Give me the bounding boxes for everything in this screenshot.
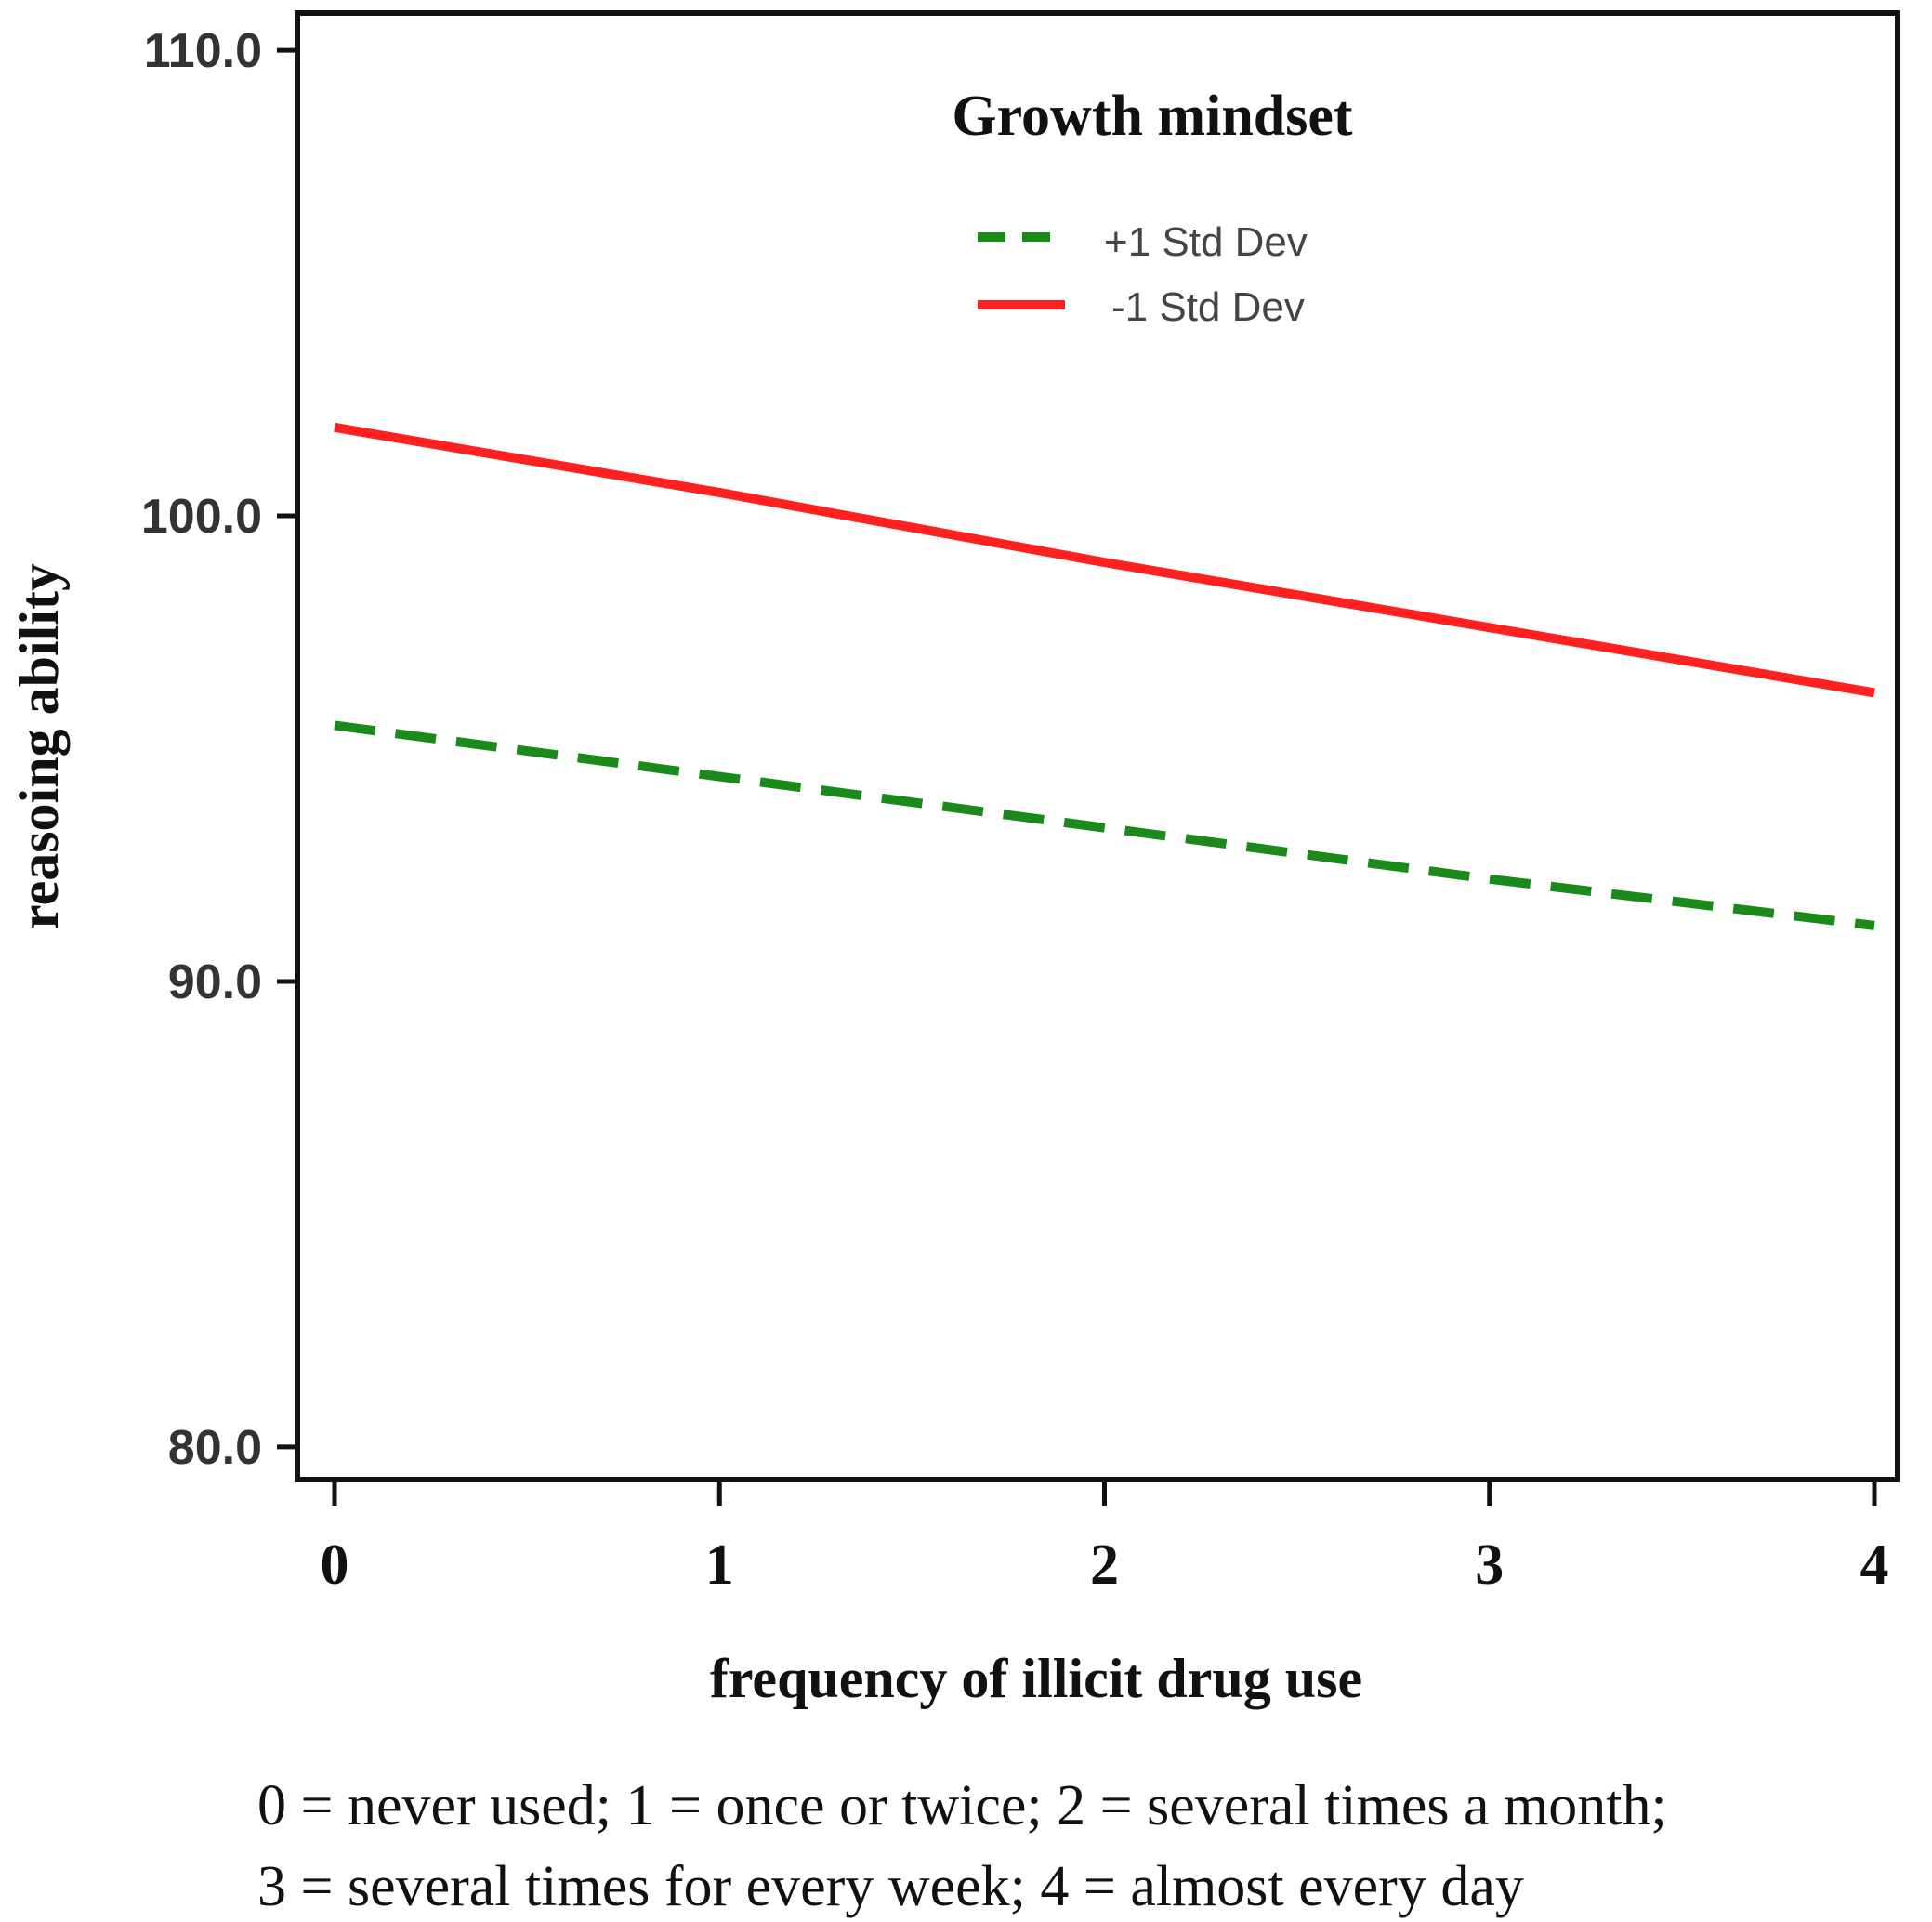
series-line-minus-1-sd [334, 422, 1875, 698]
legend-label-minus-1-sd: -1 Std Dev [1111, 284, 1305, 330]
y-tick-label: 80.0 [168, 1421, 262, 1475]
note-line-1: 0 = never used; 1 = once or twice; 2 = s… [257, 1774, 1667, 1837]
y-tick-label: 110.0 [144, 24, 262, 78]
x-tick-label: 3 [1475, 1534, 1504, 1597]
legend-label-plus-1-sd: +1 Std Dev [1104, 219, 1308, 265]
x-tick-label: 2 [1090, 1534, 1119, 1597]
x-tick-label: 0 [321, 1534, 349, 1597]
x-tick-label: 1 [705, 1534, 734, 1597]
legend: Growth mindset +1 Std Dev -1 Std Dev [952, 85, 1353, 330]
legend-title: Growth mindset [952, 85, 1353, 148]
note-line-2: 3 = several times for every week; 4 = al… [257, 1855, 1524, 1918]
y-axis-title: reasoing ability [8, 563, 70, 929]
x-axis-title: frequency of illicit drug use [710, 1648, 1362, 1709]
y-tick-label: 90.0 [168, 955, 262, 1009]
plot-area-frame [295, 10, 1900, 1482]
y-axis: 80.0 90.0 100.0 110.0 [141, 24, 297, 1475]
x-tick-label: 4 [1860, 1534, 1889, 1597]
x-axis: 0 1 2 3 4 [321, 1480, 1889, 1597]
series-layer [334, 422, 1875, 930]
series-line-plus-1-sd [334, 720, 1875, 930]
y-tick-label: 100.0 [141, 490, 262, 544]
